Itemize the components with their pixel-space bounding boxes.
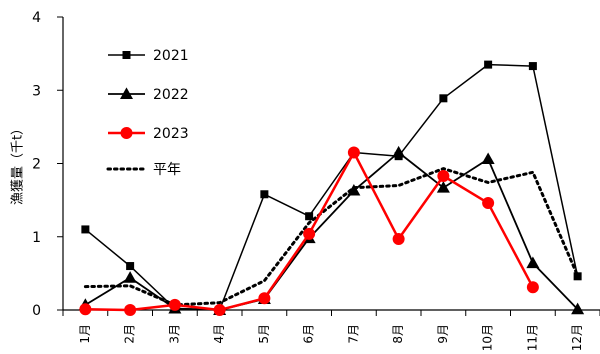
- y-axis-ticks: 0 1 2 3 4: [32, 10, 63, 319]
- y-tick-label: 3: [32, 83, 41, 99]
- data-point: [392, 145, 406, 158]
- axes: [62, 17, 600, 311]
- x-tick-label: 10月: [481, 324, 495, 351]
- legend-label: 2022: [153, 87, 189, 103]
- data-point: [392, 232, 405, 245]
- legend-item: 2021: [108, 48, 189, 64]
- data-point: [436, 181, 450, 193]
- series-line: [83, 167, 580, 307]
- data-point: [123, 271, 137, 283]
- legend-label: 平年: [153, 162, 181, 178]
- x-tick-label: 12月: [570, 324, 584, 351]
- x-tick-label: 11月: [525, 324, 539, 351]
- x-tick-label: 8月: [391, 324, 405, 344]
- data-point: [482, 197, 495, 210]
- data-point: [437, 169, 450, 182]
- y-tick-label: 1: [32, 230, 41, 246]
- data-point: [79, 303, 92, 316]
- y-tick-label: 0: [32, 303, 41, 319]
- data-point: [305, 212, 314, 221]
- data-point: [347, 184, 361, 196]
- x-tick-label: 1月: [78, 324, 92, 344]
- x-tick-label: 4月: [212, 324, 226, 344]
- data-point: [528, 62, 537, 71]
- legend-item: 平年: [106, 162, 181, 178]
- x-tick-label: 7月: [346, 324, 360, 344]
- series-2023: [79, 146, 539, 316]
- data-point: [81, 225, 90, 234]
- data-point: [124, 304, 137, 316]
- data-point: [303, 227, 316, 240]
- x-tick-label: 3月: [167, 324, 181, 344]
- series-line: [84, 151, 579, 311]
- y-tick-label: 2: [32, 157, 41, 173]
- data-point: [168, 298, 181, 311]
- series-layer: [78, 60, 585, 316]
- data-point: [526, 256, 540, 269]
- data-point: [260, 190, 269, 199]
- data-point: [347, 146, 360, 159]
- data-point: [439, 94, 448, 103]
- data-point: [120, 87, 133, 99]
- data-point: [571, 302, 585, 315]
- series-平年: [83, 167, 580, 307]
- x-axis-ticks: 1月 2月 3月 4月 5月 6月 7月 8月 9月 10月 11月 12月: [62, 310, 600, 351]
- legend-item: 2023: [108, 126, 189, 142]
- legend-label: 2021: [153, 48, 189, 64]
- legend-item: 2022: [108, 87, 189, 103]
- data-point: [126, 262, 135, 271]
- data-point: [213, 304, 226, 316]
- data-point: [258, 292, 271, 305]
- x-tick-label: 5月: [257, 324, 271, 344]
- x-tick-label: 2月: [123, 324, 137, 344]
- x-tick-label: 6月: [302, 324, 316, 344]
- data-point: [122, 51, 131, 59]
- legend: 2021 2022 2023 平年: [106, 48, 189, 178]
- data-point: [484, 60, 493, 69]
- data-point: [481, 152, 495, 165]
- legend-label: 2023: [153, 126, 189, 142]
- data-point: [526, 281, 539, 294]
- y-axis-label: 漁獲量（千t）: [11, 122, 26, 205]
- x-tick-label: 9月: [436, 324, 450, 344]
- data-point: [573, 272, 582, 281]
- data-point: [120, 127, 133, 139]
- y-tick-label: 4: [32, 10, 41, 26]
- series-line: [84, 63, 579, 311]
